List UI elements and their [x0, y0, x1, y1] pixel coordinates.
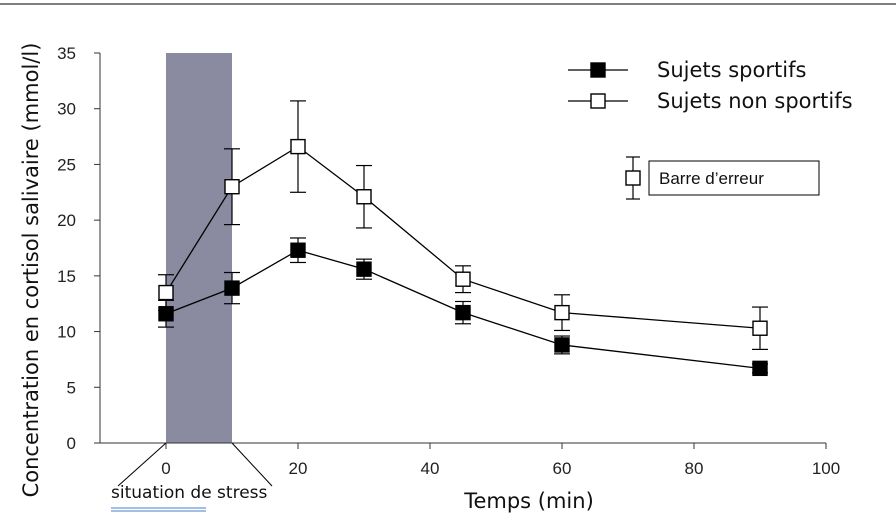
y-tick-label: 5	[67, 378, 76, 397]
y-tick-label: 15	[57, 267, 76, 286]
data-point	[224, 280, 240, 296]
stress-situation-region	[166, 53, 232, 443]
data-point	[224, 179, 240, 195]
data-point	[455, 271, 471, 287]
legend-label: Sujets non sportifs	[657, 89, 853, 113]
sample-marker	[625, 170, 641, 186]
y-tick-label: 10	[57, 323, 76, 342]
data-point	[752, 360, 768, 377]
x-tick-label: 20	[289, 459, 308, 478]
x-tick-label: 60	[553, 459, 572, 478]
x-tick-label: 100	[812, 459, 840, 478]
data-point	[158, 284, 174, 301]
legend-label: Sujets sportifs	[657, 58, 806, 82]
stress-pointer-left	[117, 442, 167, 487]
y-tick-label: 25	[57, 155, 76, 174]
y-tick-label: 0	[67, 434, 76, 453]
x-tick-label: 40	[421, 459, 440, 478]
series-1	[158, 237, 768, 377]
x-axis-label: Temps (min)	[463, 489, 594, 513]
y-tick-label: 30	[57, 100, 76, 119]
data-point	[752, 320, 768, 336]
stress-pointer-right	[231, 442, 273, 487]
data-point	[554, 337, 570, 353]
data-point	[356, 261, 372, 277]
y-tick-label: 20	[57, 211, 76, 230]
legend-marker	[590, 62, 606, 78]
data-point	[290, 242, 306, 258]
error-bar-legend-box	[648, 160, 820, 196]
y-axis-label: Concentration en cortisol salivaire (mmo…	[19, 43, 43, 498]
error-bar-legend-label: Barre d’erreur	[659, 169, 764, 188]
series-2	[158, 100, 768, 350]
data-point	[455, 304, 471, 321]
y-tick-label: 35	[57, 44, 76, 63]
stress-situation-label: situation de stress	[111, 483, 268, 503]
x-tick-label: 80	[685, 459, 704, 478]
legend-marker	[590, 93, 606, 109]
data-point	[290, 138, 306, 155]
data-point	[356, 189, 372, 205]
data-point	[554, 304, 570, 321]
x-tick-label: 0	[161, 459, 170, 478]
